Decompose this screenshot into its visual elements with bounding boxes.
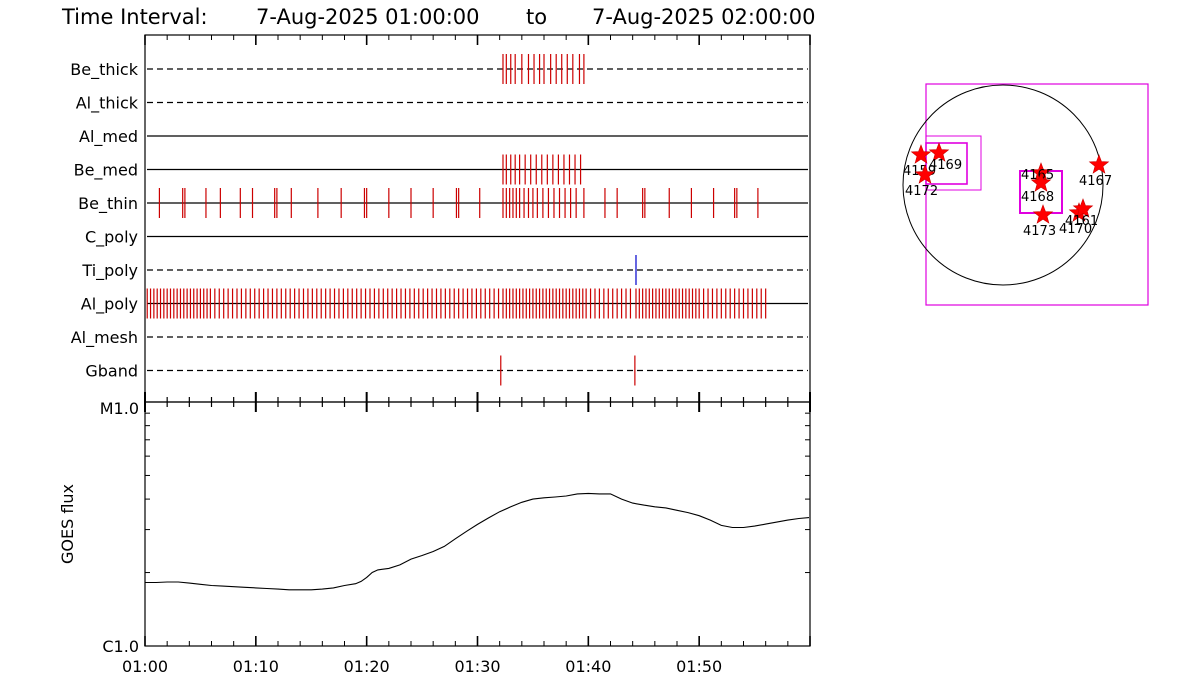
ar-label: 4168 bbox=[1021, 190, 1054, 205]
active-region-4168: 4168 bbox=[1021, 172, 1054, 205]
ar-label: 4161 bbox=[1065, 214, 1098, 229]
goes-xtick-label: 01:20 bbox=[344, 657, 390, 676]
ar-star-marker bbox=[914, 164, 936, 184]
goes-xtick-label: 01:50 bbox=[676, 657, 722, 676]
ar-star-marker bbox=[910, 144, 932, 164]
ar-label: 4173 bbox=[1023, 224, 1056, 239]
solar-disk-map: 415941724169416541684167417341704161 bbox=[902, 83, 1149, 306]
channel-label: Be_thin bbox=[78, 194, 138, 214]
channel-gband: Gband bbox=[85, 355, 808, 386]
active-regions: 415941724169416541684167417341704161 bbox=[903, 142, 1112, 239]
goes-panel: M1.0 C1.0 GOES flux 01:00 01:10 01:20 01:30… bbox=[58, 35, 811, 676]
channel-label: Al_mesh bbox=[71, 328, 138, 348]
ar-star-marker bbox=[1072, 198, 1094, 218]
channel-be-thin: Be_thin bbox=[78, 188, 808, 218]
solar-disk bbox=[902, 84, 1104, 286]
channel-label: Be_thick bbox=[70, 60, 138, 80]
channel-label: Al_med bbox=[79, 127, 138, 147]
goes-ylabel: GOES flux bbox=[58, 484, 77, 564]
goes-ytick-top: M1.0 bbox=[100, 399, 139, 418]
ar-star-marker bbox=[1030, 172, 1052, 192]
goes-ytick-bottom: C1.0 bbox=[102, 637, 139, 656]
channel-label: Gband bbox=[85, 362, 138, 381]
title-end: 7-Aug-2025 02:00:00 bbox=[592, 5, 816, 29]
ar-star-marker bbox=[1032, 204, 1054, 224]
fov-box-large bbox=[925, 83, 1149, 306]
goes-xtick-label: 01:00 bbox=[122, 657, 168, 676]
channel-label: Al_poly bbox=[81, 295, 138, 315]
ar-star-marker bbox=[928, 142, 950, 162]
channel-label: Al_thick bbox=[76, 94, 139, 114]
active-region-4172: 4172 bbox=[905, 164, 938, 199]
channel-al-med: Al_med bbox=[79, 127, 808, 147]
active-region-4173: 4173 bbox=[1023, 204, 1056, 239]
ar-label: 4169 bbox=[929, 158, 962, 173]
active-region-4161: 4161 bbox=[1065, 198, 1098, 229]
ar-label: 4165 bbox=[1021, 168, 1054, 183]
channel-label: Ti_poly bbox=[81, 261, 138, 281]
title: Time Interval: 7-Aug-2025 01:00:00 to 7-… bbox=[61, 5, 816, 29]
ar-star-marker bbox=[1088, 154, 1110, 174]
channel-ti-poly: Ti_poly bbox=[81, 255, 808, 285]
title-prefix: Time Interval: bbox=[61, 5, 208, 29]
timeline-channels: Be_thick Al_thick Al_med Be_med Be_thin C_pol… bbox=[70, 54, 808, 386]
timeline-panel: Be_thick Al_thick Al_med Be_med Be_thin C_pol… bbox=[70, 34, 811, 403]
goes-xtick-label: 01:30 bbox=[454, 657, 500, 676]
goes-xtick-label: 01:40 bbox=[565, 657, 611, 676]
goes-flux-line bbox=[145, 492, 810, 591]
ar-label: 4167 bbox=[1079, 174, 1112, 189]
channel-label: C_poly bbox=[85, 228, 138, 248]
channel-be-thick: Be_thick bbox=[70, 54, 808, 84]
ar-label: 4172 bbox=[905, 184, 938, 199]
fov-box-left-inner bbox=[925, 142, 968, 185]
channel-al-poly: Al_poly bbox=[81, 288, 808, 319]
channel-al-thick: Al_thick bbox=[76, 94, 808, 114]
channel-be-med: Be_med bbox=[74, 154, 808, 185]
channel-c-poly: C_poly bbox=[85, 228, 808, 248]
active-region-4169: 4169 bbox=[928, 142, 962, 173]
goes-xtick-labels: 01:00 01:10 01:20 01:30 01:40 01:50 bbox=[122, 657, 722, 676]
goes-xtick-label: 01:10 bbox=[233, 657, 279, 676]
title-sep: to bbox=[526, 5, 547, 29]
goes-ticks bbox=[144, 35, 811, 647]
channel-label: Be_med bbox=[74, 161, 138, 181]
title-start: 7-Aug-2025 01:00:00 bbox=[256, 5, 480, 29]
channel-al-mesh: Al_mesh bbox=[71, 328, 808, 348]
ar-label: 4170 bbox=[1059, 222, 1092, 237]
active-region-4167: 4167 bbox=[1079, 154, 1112, 189]
